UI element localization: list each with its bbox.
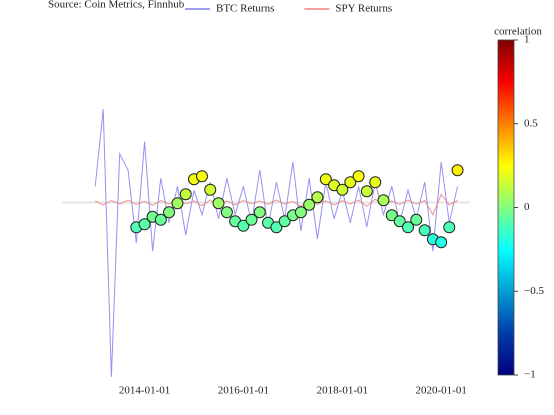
- correlation-point: [352, 170, 365, 183]
- correlation-point: [336, 183, 349, 196]
- correlation-point: [294, 206, 307, 219]
- correlation-point: [212, 197, 225, 210]
- return-line: [94, 109, 458, 377]
- correlation-point: [402, 221, 415, 234]
- x-tick-label: 2014-01-01: [119, 385, 170, 397]
- source-note: Source: Coin Metrics, Finnhub: [48, 0, 185, 11]
- correlation-point: [245, 213, 258, 226]
- correlation-point: [369, 176, 382, 189]
- correlation-point: [451, 164, 464, 177]
- correlation-point: [360, 185, 373, 198]
- x-tick-label: 2018-01-01: [317, 385, 368, 397]
- return-line: [94, 193, 458, 216]
- correlation-point: [410, 213, 423, 226]
- correlation-point: [154, 213, 167, 226]
- legend-label: SPY Returns: [335, 3, 392, 15]
- correlation-point: [443, 221, 456, 234]
- colorbar-tick-label: 0.5: [524, 117, 538, 129]
- correlation-point: [385, 209, 398, 222]
- correlation-point: [204, 183, 217, 196]
- correlation-point: [319, 173, 332, 186]
- correlation-point: [311, 191, 324, 204]
- correlation-point: [163, 206, 176, 219]
- colorbar-tick-label: −0.5: [524, 285, 544, 297]
- colorbar: [497, 39, 515, 376]
- correlation-point: [220, 206, 233, 219]
- correlation-point: [138, 218, 151, 231]
- correlation-point: [171, 197, 184, 210]
- correlation-point: [435, 236, 448, 249]
- x-tick-label: 2020-01-01: [416, 385, 467, 397]
- correlation-point: [270, 221, 283, 234]
- colorbar-tick-label: 1: [524, 34, 530, 46]
- correlation-point: [418, 224, 431, 237]
- correlation-point: [393, 215, 406, 228]
- correlation-point: [179, 188, 192, 201]
- correlation-point: [253, 206, 266, 219]
- colorbar-tick-label: −1: [524, 369, 536, 381]
- correlation-point: [195, 170, 208, 183]
- correlation-point: [344, 176, 357, 189]
- x-tick-label: 2016-01-01: [218, 385, 269, 397]
- colorbar-title: correlation: [494, 26, 542, 38]
- correlation-point: [237, 219, 250, 232]
- colorbar-tick-label: 0: [524, 201, 530, 213]
- correlation-point: [377, 194, 390, 207]
- legend-label: BTC Returns: [216, 3, 274, 15]
- correlation-point: [303, 198, 316, 211]
- correlation-point: [278, 215, 291, 228]
